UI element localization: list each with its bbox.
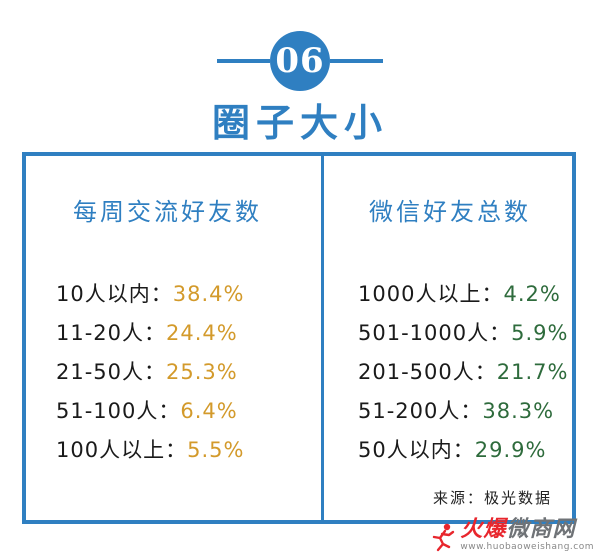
- page-title: 圈子大小: [211, 101, 388, 145]
- watermark-brand-gray: 微商网: [506, 517, 576, 542]
- row-value: 21.7%: [496, 360, 569, 384]
- row-label: 21-50人：: [56, 360, 167, 384]
- list-item: 201-500人：21.7%: [358, 356, 568, 386]
- row-value: 25.3%: [166, 360, 238, 384]
- column-divider: [321, 156, 324, 520]
- list-item: 11-20人：24.4%: [56, 317, 238, 347]
- row-label: 10人以内：: [56, 282, 173, 306]
- section-number: 06: [275, 41, 325, 81]
- section-number-badge: 06: [270, 31, 330, 91]
- list-item: 50人以内：29.9%: [358, 434, 546, 464]
- list-item: 21-50人：25.3%: [56, 356, 238, 386]
- row-value: 5.5%: [187, 438, 245, 462]
- wechat-friends-title: 微信好友总数: [369, 198, 531, 226]
- watermark: 火爆微商网 www.huobaoweishang.com: [428, 519, 594, 552]
- list-item: 10人以内：38.4%: [56, 278, 244, 308]
- row-value: 4.2%: [503, 282, 561, 306]
- row-label: 51-100人：: [56, 399, 181, 423]
- row-label: 51-200人：: [358, 399, 483, 423]
- watermark-brand: 火爆微商网: [460, 519, 575, 541]
- row-label: 501-1000人：: [358, 321, 512, 345]
- row-value: 6.4%: [180, 399, 238, 423]
- header-rule-left: [217, 59, 270, 63]
- row-label: 11-20人：: [56, 321, 167, 345]
- row-label: 201-500人：: [358, 360, 497, 384]
- row-label: 50人以内：: [358, 438, 475, 462]
- list-item: 51-100人：6.4%: [56, 395, 238, 425]
- list-item: 51-200人：38.3%: [358, 395, 554, 425]
- header: 06 圈子大小: [0, 0, 600, 150]
- watermark-url: www.huobaoweishang.com: [460, 542, 594, 552]
- watermark-brand-red: 火爆: [460, 517, 507, 542]
- list-item: 100人以上：5.5%: [56, 434, 244, 464]
- runner-icon: [428, 522, 458, 552]
- row-label: 100人以上：: [56, 438, 188, 462]
- weekly-contacts-title: 每周交流好友数: [73, 198, 262, 226]
- stats-table: 每周交流好友数 10人以内：38.4% 11-20人：24.4% 21-50人：…: [22, 152, 576, 524]
- row-value: 38.4%: [172, 282, 245, 306]
- row-value: 5.9%: [511, 321, 569, 345]
- list-item: 1000人以上：4.2%: [358, 278, 561, 308]
- row-value: 29.9%: [474, 438, 547, 462]
- header-rule-right: [330, 59, 383, 63]
- row-label: 1000人以上：: [358, 282, 504, 306]
- list-item: 501-1000人：5.9%: [358, 317, 568, 347]
- row-value: 38.3%: [482, 399, 555, 423]
- row-value: 24.4%: [166, 321, 238, 345]
- source-note: 来源：极光数据: [432, 489, 552, 507]
